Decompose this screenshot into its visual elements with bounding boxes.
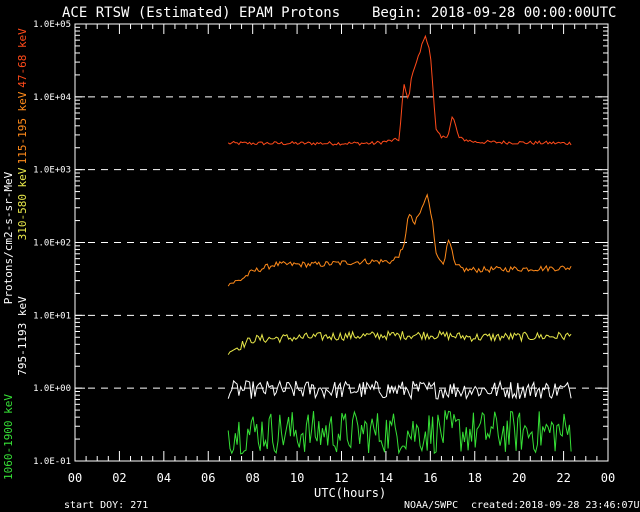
series-label: 795-1193 keV [16,296,29,376]
x-tick-label: 00 [601,471,615,485]
y-axis-label: Protons/cm2-s-sr-MeV [2,171,15,304]
series-label: 47-68 keV [16,28,29,88]
series-label: 115-195 keV [16,91,29,164]
y-series-label-group: 47-68 keV [16,28,29,88]
series-line-795-1193-keV [227,379,572,401]
y-tick-label: 1.0E+01 [33,311,71,321]
series-line-310-580-keV [227,329,572,355]
series-line-1060-1900-keV [227,410,572,455]
x-axis-label: UTC(hours) [314,486,386,500]
x-tick-label: 10 [290,471,304,485]
series-label: 1060-1900 keV [2,394,15,480]
y-tick-label: 1.0E+02 [33,239,71,249]
y-series-label-group: 310-580 keV [16,167,29,240]
x-tick-label: 14 [379,471,393,485]
x-tick-label: 04 [157,471,171,485]
x-axis-ticks: 00 02 04 06 08 10 12 14 16 18 20 22 00 [68,24,615,485]
y-series-label-group: 1060-1900 keV [2,394,15,480]
y-axis-ticks: 1.0E-01 1.0E+00 1.0E+01 1.0E+02 1.0E+03 1.0E+… [33,20,608,467]
y-tick-label: 1.0E-01 [33,457,71,467]
x-tick-label: 08 [245,471,259,485]
y-tick-label: 1.0E+04 [33,93,71,103]
x-tick-label: 12 [334,471,348,485]
begin-time: Begin: 2018-09-28 00:00:00UTC [372,5,616,21]
chart-title: ACE RTSW (Estimated) EPAM Protons [62,5,340,21]
y-axis-labels: 47-68 keV 115-195 keV 310-580 keVProtons/c… [2,28,29,480]
series-line-47-68-keV [227,34,572,146]
gridlines [75,96,608,389]
x-tick-label: 18 [468,471,482,485]
y-series-label-group: 115-195 keV [16,91,29,164]
start-doy: start DOY: 271 [64,500,148,511]
x-tick-label: 06 [201,471,215,485]
x-tick-label: 00 [68,471,82,485]
source-label: NOAA/SWPC [404,500,458,511]
created-time: created:2018-09-28 23:46:07UTC [471,500,640,511]
x-tick-label: 02 [112,471,126,485]
series-line-115-195-keV [227,193,572,287]
y-series-label-group: 795-1193 keV [16,296,29,376]
x-tick-label: 20 [512,471,526,485]
y-tick-label: 1.0E+03 [33,166,71,176]
x-tick-label: 16 [423,471,437,485]
y-tick-label: 1.0E+00 [33,384,71,394]
x-tick-label: 22 [556,471,570,485]
y-tick-label: 1.0E+05 [33,20,71,30]
series-label: 310-580 keV [16,167,29,240]
data-series [227,34,572,455]
y-unit-label-group: Protons/cm2-s-sr-MeV [2,171,15,304]
